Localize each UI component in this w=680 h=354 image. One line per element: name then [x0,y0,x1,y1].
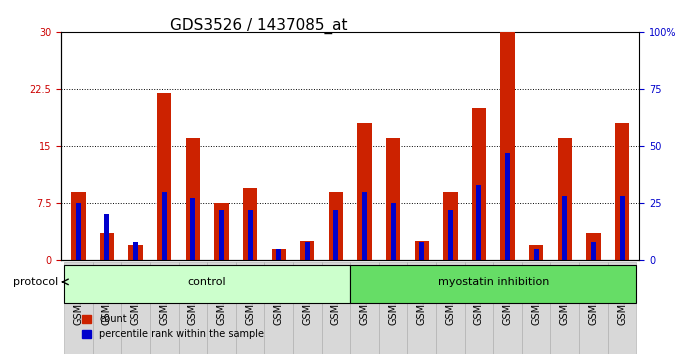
Bar [477,185,481,260]
Bar [558,138,572,260]
Bar [562,196,567,260]
FancyBboxPatch shape [551,262,579,354]
FancyBboxPatch shape [350,262,379,354]
Bar [276,249,281,260]
Bar [305,242,310,260]
Bar [415,241,429,260]
Bar [328,192,343,260]
Bar [243,188,257,260]
FancyBboxPatch shape [436,262,464,354]
FancyBboxPatch shape [150,262,179,354]
FancyBboxPatch shape [179,262,207,354]
FancyBboxPatch shape [92,262,121,354]
Legend: count, percentile rank within the sample: count, percentile rank within the sample [78,310,268,343]
Bar [350,264,636,303]
Bar [333,210,339,260]
Bar [443,192,458,260]
FancyBboxPatch shape [293,262,322,354]
FancyBboxPatch shape [265,262,293,354]
FancyBboxPatch shape [493,262,522,354]
Bar [64,264,350,303]
Bar [420,242,424,260]
Bar [71,192,86,260]
Bar [190,198,195,260]
Bar [505,153,510,260]
FancyBboxPatch shape [207,262,236,354]
FancyBboxPatch shape [579,262,608,354]
Bar [133,242,138,260]
Bar [472,108,486,260]
Bar [271,249,286,260]
Text: GDS3526 / 1437085_at: GDS3526 / 1437085_at [169,18,347,34]
FancyBboxPatch shape [121,262,150,354]
Bar [500,32,515,260]
Bar [100,233,114,260]
FancyBboxPatch shape [236,262,265,354]
Bar [390,203,396,260]
Bar [448,210,453,260]
Bar [214,203,228,260]
Bar [300,241,314,260]
Bar [358,123,372,260]
Bar [105,215,109,260]
Bar [162,192,167,260]
Bar [615,123,629,260]
Text: control: control [188,277,226,287]
Bar [186,138,200,260]
Bar [157,93,171,260]
FancyBboxPatch shape [464,262,493,354]
FancyBboxPatch shape [379,262,407,354]
Bar [129,245,143,260]
Bar [619,196,624,260]
FancyBboxPatch shape [407,262,436,354]
Bar [586,233,600,260]
Bar [534,249,539,260]
Bar [362,192,367,260]
Bar [248,210,252,260]
FancyBboxPatch shape [64,262,92,354]
FancyBboxPatch shape [608,262,636,354]
Bar [219,210,224,260]
Bar [529,245,543,260]
Bar [591,242,596,260]
Bar [76,203,81,260]
Bar [386,138,401,260]
FancyBboxPatch shape [322,262,350,354]
Text: myostatin inhibition: myostatin inhibition [438,277,549,287]
FancyBboxPatch shape [522,262,551,354]
Text: protocol: protocol [13,277,58,287]
